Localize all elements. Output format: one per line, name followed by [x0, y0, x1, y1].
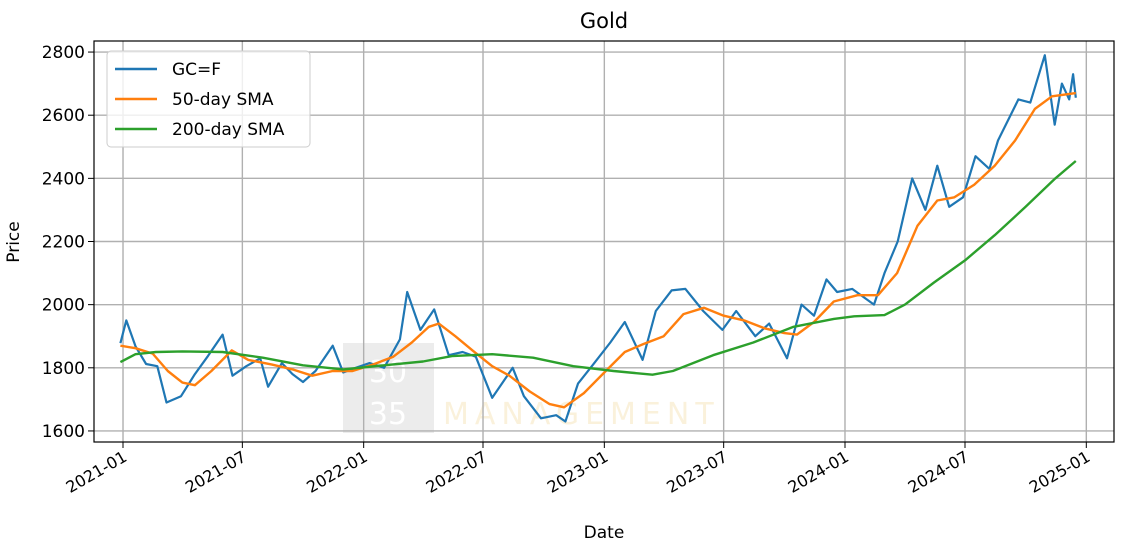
- chart-title: Gold: [580, 9, 628, 33]
- legend-box: [106, 50, 311, 148]
- legend-label-gc: GC=F: [172, 60, 221, 80]
- x-axis-label: Date: [584, 523, 625, 543]
- y-tick-label: 2800: [42, 43, 85, 63]
- legend-label-sma50: 50-day SMA: [172, 90, 274, 110]
- y-tick-label: 2200: [42, 233, 85, 253]
- series-line-sma200: [119, 160, 1077, 376]
- watermark-text: MANAGEMENT: [443, 397, 720, 432]
- watermark: 30 35 MANAGEMENT: [343, 343, 720, 433]
- series-lines: [119, 54, 1077, 423]
- series-line-sma50: [120, 91, 1076, 409]
- legend: GC=F 50-day SMA 200-day SMA: [106, 50, 311, 148]
- y-tick-label: 2000: [42, 296, 85, 316]
- watermark-logo-bottom: 35: [369, 397, 407, 432]
- y-tick-label: 2600: [42, 106, 85, 126]
- y-tick-label: 2400: [42, 169, 85, 189]
- plot-frame: [93, 40, 1115, 443]
- y-axis-label: Price: [4, 221, 24, 262]
- legend-label-sma200: 200-day SMA: [172, 120, 285, 140]
- y-tick-label: 1600: [42, 422, 85, 442]
- y-tick-label: 1800: [42, 359, 85, 379]
